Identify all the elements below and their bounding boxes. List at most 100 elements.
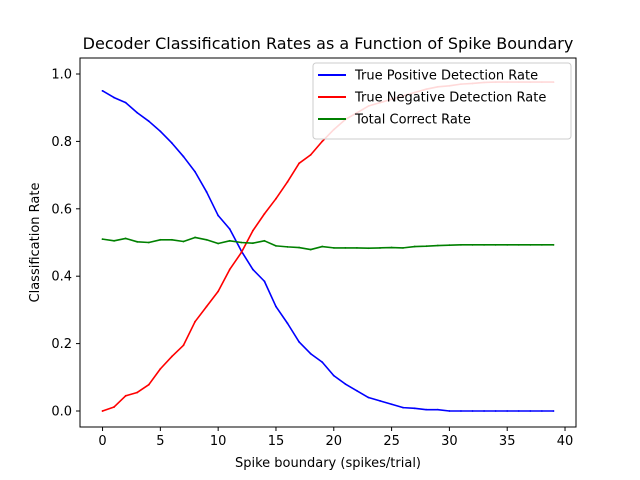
data-point	[298, 246, 300, 249]
data-point	[205, 305, 208, 308]
data-point	[402, 406, 405, 409]
data-point	[147, 120, 150, 123]
data-point	[309, 352, 312, 355]
data-point	[159, 130, 162, 133]
data-point	[390, 403, 393, 406]
x-tick-label: 40	[557, 434, 574, 449]
data-point	[448, 244, 451, 247]
data-point	[124, 237, 127, 240]
data-point	[344, 246, 347, 249]
data-point	[171, 238, 173, 241]
data-point	[448, 410, 451, 412]
data-point	[194, 170, 196, 173]
data-point	[460, 243, 462, 246]
data-point	[136, 111, 139, 114]
data-point	[356, 246, 358, 249]
chart-title: Decoder Classification Rates as a Functi…	[83, 34, 574, 53]
data-point	[228, 268, 231, 271]
data-point	[240, 241, 243, 244]
data-point	[171, 355, 173, 358]
legend-box	[312, 62, 572, 140]
data-point	[113, 96, 116, 99]
data-point	[147, 383, 150, 386]
data-point	[182, 344, 185, 347]
data-point	[471, 410, 474, 412]
data-point	[217, 242, 220, 245]
data-point	[182, 155, 185, 158]
data-point	[471, 243, 474, 246]
data-point	[136, 391, 139, 394]
data-point	[425, 408, 428, 411]
y-axis: 0.0 0.2 0.4 0.6 0.8 1.0	[51, 68, 80, 419]
data-point	[309, 153, 312, 156]
x-tick-label: 25	[383, 434, 400, 449]
y-tick-label: 0.4	[51, 270, 72, 285]
data-point	[413, 407, 416, 410]
data-point	[517, 243, 520, 246]
data-point	[298, 162, 300, 165]
data-point	[529, 410, 532, 412]
x-tick-label: 20	[326, 434, 343, 449]
data-point	[332, 246, 335, 249]
data-point	[321, 245, 324, 248]
y-tick-label: 0.6	[51, 202, 72, 217]
data-point	[460, 410, 462, 412]
data-point	[194, 320, 196, 323]
data-point	[367, 396, 370, 399]
data-point	[251, 242, 254, 245]
data-point	[402, 246, 405, 249]
data-point	[263, 212, 266, 215]
legend-label: Total Correct Rate	[354, 113, 471, 128]
x-tick-label: 0	[98, 434, 106, 449]
data-point	[113, 239, 116, 242]
x-tick-label: 35	[499, 434, 516, 449]
data-point	[275, 305, 277, 308]
plot-frame	[79, 57, 577, 428]
data-point	[540, 410, 543, 412]
data-point	[101, 89, 104, 92]
data-point	[217, 214, 220, 217]
data-point	[228, 239, 231, 242]
y-tick-label: 0.8	[51, 135, 72, 150]
series-line-2	[101, 236, 555, 251]
data-point	[413, 245, 416, 248]
data-point	[159, 367, 162, 370]
data-point	[205, 191, 208, 193]
data-point	[136, 240, 139, 243]
data-point	[286, 180, 289, 183]
data-point	[101, 410, 104, 412]
x-tick-label: 10	[210, 434, 227, 449]
data-point	[275, 197, 277, 200]
x-axis: 0 5 10 15 20 25 30 35 40	[98, 427, 573, 449]
data-point	[205, 238, 208, 241]
data-point	[367, 247, 370, 250]
data-point	[483, 243, 485, 246]
data-point	[194, 236, 196, 239]
data-point	[124, 101, 127, 104]
legend: True Positive Detection Rate True Negativ…	[312, 62, 572, 140]
data-point	[321, 361, 324, 364]
legend-label: True Negative Detection Rate	[354, 91, 546, 106]
data-point	[101, 238, 104, 241]
x-tick-label: 5	[156, 434, 164, 449]
data-point	[506, 243, 509, 246]
data-point	[506, 410, 509, 412]
data-point	[147, 241, 150, 244]
data-point	[286, 322, 289, 325]
data-point	[240, 251, 243, 254]
data-point	[356, 389, 358, 392]
series-line-0	[101, 90, 555, 412]
data-point	[251, 229, 254, 232]
data-point	[171, 142, 173, 144]
legend-label: True Positive Detection Rate	[354, 69, 538, 84]
data-point	[436, 408, 439, 411]
data-point	[552, 243, 555, 246]
data-point	[182, 240, 185, 243]
x-axis-label: Spike boundary (spikes/trial)	[235, 456, 421, 471]
data-point	[494, 410, 497, 412]
data-point	[298, 341, 300, 343]
data-point	[483, 410, 485, 412]
y-axis-label: Classification Rate	[28, 183, 43, 303]
data-point	[552, 410, 555, 412]
